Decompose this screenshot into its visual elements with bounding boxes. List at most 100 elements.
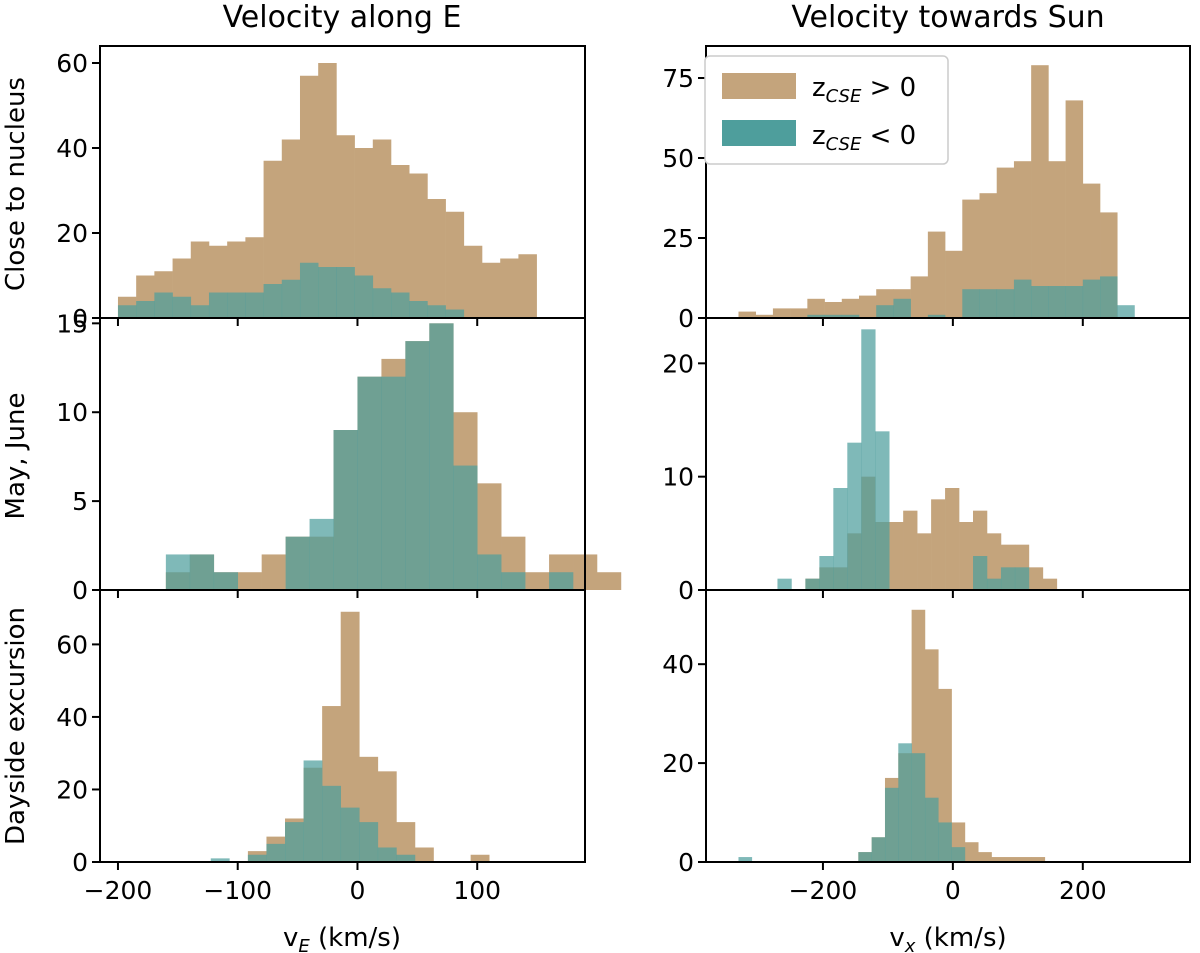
bar-zcse-negative xyxy=(861,329,876,590)
bar-zcse-negative xyxy=(549,572,574,590)
bar-zcse-positive xyxy=(917,533,932,590)
bar-zcse-negative xyxy=(805,578,820,590)
bar-zcse-negative xyxy=(154,292,173,318)
legend-label-positive: zCSE > 0 xyxy=(812,73,916,107)
bar-zcse-negative xyxy=(1117,305,1135,318)
bar-zcse-negative xyxy=(299,262,319,318)
bar-zcse-positive xyxy=(979,193,998,318)
bar-zcse-positive xyxy=(372,139,392,318)
bar-zcse-positive xyxy=(964,842,979,862)
bar-zcse-negative xyxy=(884,787,899,862)
panel-may-june-velocity-sun: 0 10 20 xyxy=(662,317,1191,605)
bar-zcse-positive xyxy=(263,160,283,318)
bar-zcse-negative xyxy=(172,296,192,318)
bar-zcse-negative xyxy=(1082,279,1101,318)
y-tick-label-5: 5 xyxy=(72,487,88,516)
panel-dayside-velocity-e: 0 20 40 60 −200 −100 0 100 xyxy=(56,589,586,905)
x-tick-label-0: 0 xyxy=(945,876,961,905)
bar-zcse-positive xyxy=(391,165,410,318)
legend-label-negative-rel: < 0 xyxy=(861,121,916,151)
panel-close-to-nucleus-velocity-e: 0 20 40 60 xyxy=(56,45,586,333)
row-label-dayside-excursion: Dayside excursion xyxy=(1,607,31,845)
bar-zcse-negative xyxy=(445,309,465,318)
panel-may-june-velocity-e: 0 5 10 15 xyxy=(56,309,622,605)
bar-zcse-positive xyxy=(1065,100,1084,319)
bar-zcse-negative xyxy=(377,847,397,862)
x-axis-label-ve-sub: E xyxy=(298,936,310,953)
bar-zcse-positive xyxy=(807,298,825,318)
bar-zcse-positive xyxy=(931,499,946,590)
bar-zcse-positive xyxy=(938,688,952,862)
column-title-velocity-along-e: Velocity along E xyxy=(223,0,462,35)
bar-zcse-positive xyxy=(414,847,434,862)
bar-zcse-negative xyxy=(245,292,264,318)
y-tick-label-0: 0 xyxy=(72,848,88,877)
bar-zcse-positive xyxy=(1048,161,1066,318)
bar-zcse-positive xyxy=(299,75,319,318)
bar-zcse-negative xyxy=(405,341,430,590)
panel-close-to-nucleus-velocity-sun: 0 25 50 75 xyxy=(662,45,1191,333)
bar-zcse-positive xyxy=(996,167,1015,318)
x-axis-label-vx-main: v xyxy=(889,923,904,953)
y-tick-label-10: 10 xyxy=(662,463,694,492)
bar-zcse-negative xyxy=(477,554,502,590)
bar-zcse-negative xyxy=(777,578,792,590)
bar-zcse-positive xyxy=(1028,567,1044,590)
bar-zcse-positive xyxy=(790,308,808,318)
bar-zcse-negative xyxy=(357,376,382,590)
y-tick-label-0: 0 xyxy=(678,304,694,333)
bar-zcse-positive xyxy=(978,852,992,862)
bar-zcse-negative xyxy=(1000,567,1016,590)
bar-zcse-negative xyxy=(819,556,834,590)
bar-zcse-positive xyxy=(427,199,446,318)
bar-zcse-positive xyxy=(470,854,490,862)
y-tick-label-0: 0 xyxy=(72,304,88,333)
y-tick-label-50: 50 xyxy=(662,144,694,173)
bar-zcse-positive xyxy=(396,822,416,862)
bar-zcse-negative xyxy=(927,314,946,318)
bar-zcse-negative xyxy=(1048,286,1066,318)
bar-zcse-negative xyxy=(354,275,374,318)
legend-label-positive-rel: > 0 xyxy=(861,73,916,103)
bar-zcse-positive xyxy=(596,572,622,590)
bar-zcse-positive xyxy=(525,572,550,590)
bar-zcse-positive xyxy=(482,262,501,318)
bar-zcse-negative xyxy=(381,376,406,590)
row-label-may-june: May, June xyxy=(1,393,31,520)
bar-zcse-positive xyxy=(824,302,843,318)
bar-zcse-negative xyxy=(911,753,926,862)
x-tick-label-m100: −100 xyxy=(203,876,272,905)
bar-zcse-negative xyxy=(824,314,843,318)
bar-zcse-positive xyxy=(1004,857,1019,862)
bar-zcse-negative xyxy=(898,743,912,862)
bar-zcse-positive xyxy=(409,173,428,318)
y-tick-label-20: 20 xyxy=(56,775,88,804)
bar-zcse-positive xyxy=(1031,65,1049,318)
bar-zcse-negative xyxy=(318,267,337,318)
y-tick-label-0: 0 xyxy=(678,576,694,605)
bar-zcse-negative xyxy=(973,556,988,590)
bar-zcse-positive xyxy=(858,295,877,318)
bar-zcse-positive xyxy=(772,308,791,318)
bar-zcse-negative xyxy=(333,430,358,590)
bar-zcse-negative xyxy=(359,822,379,862)
x-axis-label-vx: vx (km/s) xyxy=(889,923,1006,953)
y-tick-label-40: 40 xyxy=(56,134,88,163)
bar-zcse-positive xyxy=(377,771,397,862)
y-tick-label-0: 0 xyxy=(72,576,88,605)
bar-zcse-negative xyxy=(996,289,1015,318)
bar-zcse-negative xyxy=(1100,276,1118,318)
x-axis-label-ve: vE (km/s) xyxy=(283,923,401,953)
bar-zcse-negative xyxy=(858,852,872,862)
bar-zcse-negative xyxy=(322,785,342,862)
bar-zcse-negative xyxy=(876,305,894,318)
bar-zcse-positive xyxy=(190,241,210,318)
bar-zcse-positive xyxy=(910,276,929,318)
bar-zcse-negative xyxy=(281,279,301,318)
bar-zcse-negative xyxy=(189,554,215,590)
bar-zcse-negative xyxy=(391,292,410,318)
bar-zcse-negative xyxy=(924,797,939,862)
bar-zcse-negative xyxy=(247,854,267,862)
bar-zcse-negative xyxy=(303,760,323,862)
bar-zcse-negative xyxy=(372,288,392,318)
